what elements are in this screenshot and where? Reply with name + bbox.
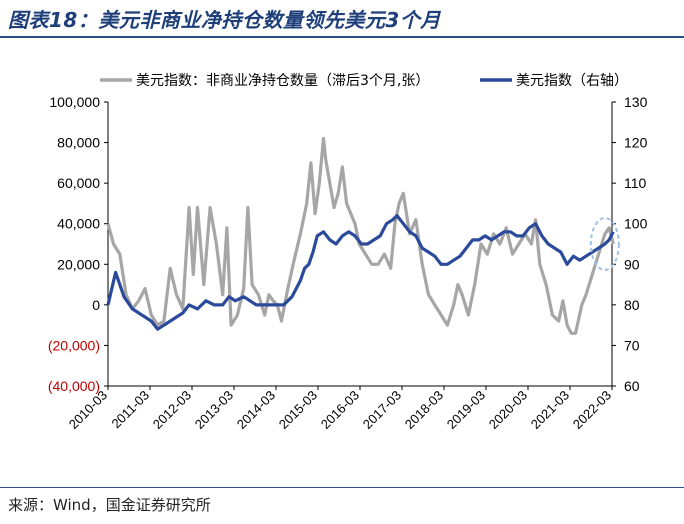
x-tick-label: 2013-03 <box>192 388 236 432</box>
x-tick-label: 2016-03 <box>318 388 362 432</box>
x-tick-label: 2012-03 <box>150 388 194 432</box>
right-tick-label: 90 <box>624 256 640 272</box>
right-tick-label: 60 <box>624 378 640 394</box>
title-bar: 图表18：美元非商业净持仓数量领先美元3个月 <box>0 0 684 38</box>
axes: 100,000 80,000 60,000 40,000 20,000 0 (20,000)… <box>48 94 648 432</box>
series-layer <box>106 136 615 335</box>
left-tick-label: 80,000 <box>57 135 100 151</box>
x-tick-label: 2015-03 <box>276 388 320 432</box>
legend-label-blue: 美元指数（右轴） <box>516 73 628 89</box>
left-tick-label: 0 <box>92 297 100 313</box>
source-note: 来源：Wind，国金证券研究所 <box>8 496 211 514</box>
right-tick-label: 130 <box>624 94 648 110</box>
right-tick-label: 80 <box>624 297 640 313</box>
left-tick-label: (40,000) <box>48 378 100 394</box>
chart: 100,000 80,000 60,000 40,000 20,000 0 (20,000)… <box>48 73 648 432</box>
x-tick-label: 2014-03 <box>234 388 278 432</box>
x-tick-label: 2011-03 <box>108 388 152 432</box>
series-blue-line <box>106 214 615 331</box>
x-tick-label: 2022-03 <box>570 388 614 432</box>
highlight-ellipse <box>589 217 620 271</box>
bottom-rule <box>0 487 684 488</box>
right-tick-label: 70 <box>624 337 640 353</box>
annotation-layer <box>589 217 620 271</box>
legend-label-gray: 美元指数：非商业净持仓数量（滞后3个月,张） <box>136 73 429 89</box>
title-rule <box>0 36 684 38</box>
x-tick-label: 2010-03 <box>66 388 110 432</box>
right-tick-label: 120 <box>624 135 648 151</box>
left-tick-label: 20,000 <box>57 256 100 272</box>
x-tick-label: 2019-03 <box>444 388 488 432</box>
chart-title: 图表18：美元非商业净持仓数量领先美元3个月 <box>8 8 441 32</box>
legend: 美元指数：非商业净持仓数量（滞后3个月,张） 美元指数（右轴） <box>100 73 628 89</box>
x-tick-label: 2021-03 <box>528 388 572 432</box>
series-gray-line <box>106 136 615 335</box>
x-tick-label: 2017-03 <box>360 388 404 432</box>
left-tick-label: 40,000 <box>57 216 100 232</box>
left-tick-label: 60,000 <box>57 175 100 191</box>
x-tick-label: 2018-03 <box>402 388 446 432</box>
right-tick-label: 110 <box>624 175 647 191</box>
x-tick-label: 2020-03 <box>486 388 530 432</box>
right-tick-label: 100 <box>624 216 648 232</box>
left-tick-label: 100,000 <box>49 94 100 110</box>
left-tick-label: (20,000) <box>48 337 100 353</box>
